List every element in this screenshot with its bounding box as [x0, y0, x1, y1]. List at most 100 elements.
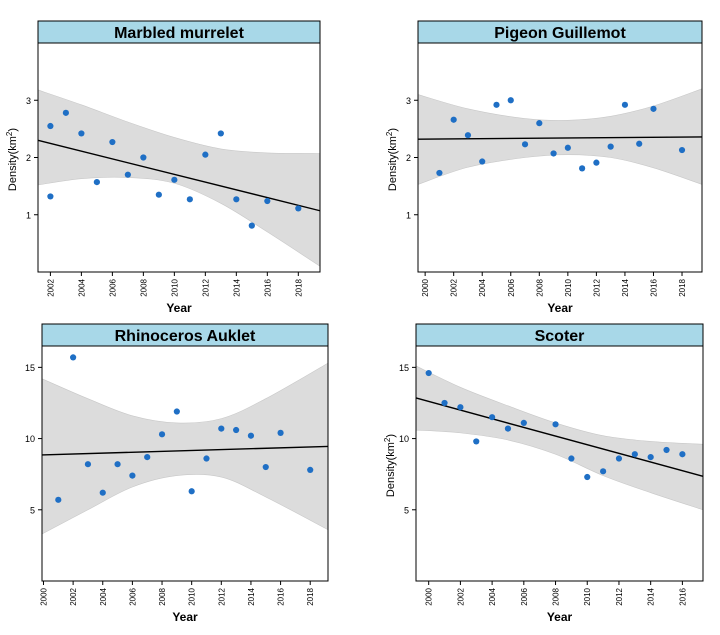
x-tick-label: 2016 [277, 587, 286, 605]
data-point [129, 472, 136, 479]
x-tick-label: 2014 [621, 278, 630, 296]
x-tick-label: 2006 [108, 278, 117, 296]
x-tick-label: 2010 [170, 278, 179, 296]
x-tick-label: 2002 [450, 278, 459, 296]
data-point [264, 197, 271, 205]
chart-title: Marbled murrelet [114, 25, 244, 42]
x-tick-label: 2006 [507, 278, 516, 296]
x-axis-label: Year [172, 610, 198, 624]
data-point [450, 116, 457, 123]
data-point [552, 421, 559, 428]
y-axis-label: Density(km2) [383, 434, 397, 497]
x-tick-label: 2008 [552, 587, 561, 605]
data-point [78, 130, 85, 137]
y-axis-label: Density(km2) [385, 128, 399, 191]
x-tick-label: 2016 [649, 278, 658, 296]
data-point [93, 179, 100, 186]
data-point [636, 140, 643, 147]
data-point [615, 455, 623, 462]
data-point [203, 455, 210, 462]
y-axis-label: Density(km2) [5, 128, 19, 191]
data-point [247, 432, 255, 439]
x-axis-label: Year [166, 301, 192, 315]
data-point [600, 468, 607, 475]
data-point [493, 101, 500, 108]
trend-line [417, 136, 703, 140]
data-point [650, 105, 657, 112]
data-point [464, 132, 472, 139]
chart-title: Rhinoceros Auklet [115, 328, 256, 345]
x-tick-label: 2018 [294, 278, 303, 296]
data-point [520, 419, 527, 427]
data-point [233, 196, 240, 203]
x-tick-label: 2002 [456, 587, 465, 605]
y-tick-label: 10 [399, 434, 409, 444]
x-tick-label: 2002 [69, 587, 78, 605]
x-tick-label: 2012 [201, 278, 210, 296]
data-point [47, 193, 54, 200]
data-point [114, 461, 121, 468]
chart-panel-2: Pigeon Guillemot 1 2 3 2000 2002 2004 2006 2008 2… [385, 20, 703, 315]
data-point [140, 154, 147, 161]
chart-panel-4: Scoter 5 10 15 2000 2002 2004 2006 2008 2010 2012 2… [383, 323, 704, 624]
x-tick-label: 2008 [535, 278, 544, 296]
data-point [504, 425, 512, 432]
data-point [621, 101, 629, 108]
data-point [277, 429, 284, 436]
x-tick-label: 2018 [678, 278, 687, 296]
data-point [55, 496, 62, 503]
data-point [218, 425, 225, 432]
x-tick-label: 2016 [678, 587, 687, 605]
x-tick-label: 2014 [232, 278, 241, 296]
data-point [109, 138, 116, 146]
y-tick-label: 10 [25, 434, 35, 444]
data-point [441, 399, 448, 407]
data-point [188, 488, 195, 495]
x-tick-label: 2012 [615, 587, 624, 605]
x-tick-label: 2010 [564, 278, 573, 296]
data-point [507, 97, 514, 104]
trend-line [37, 139, 321, 212]
y-tick-label: 2 [406, 153, 411, 163]
data-point [678, 146, 686, 154]
data-point [70, 354, 77, 361]
x-tick-label: 2008 [158, 587, 167, 605]
data-point [158, 431, 166, 438]
y-tick-label: 2 [26, 153, 31, 163]
data-point [647, 453, 654, 461]
data-point [425, 369, 432, 377]
chart-panel-3: Rhinoceros Auklet 5 10 15 2000 2002 2004 2006 20… [25, 323, 329, 624]
data-point [489, 414, 496, 421]
data-point [233, 426, 240, 434]
data-point [124, 171, 131, 178]
data-point [248, 222, 255, 229]
x-tick-label: 2018 [306, 587, 315, 605]
y-tick-label: 1 [26, 210, 31, 220]
y-tick-label: 15 [25, 363, 35, 373]
y-tick-label: 3 [406, 96, 411, 106]
y-tick-label: 3 [26, 96, 31, 106]
title-strip [415, 323, 704, 347]
data-point [457, 404, 464, 411]
chart-title: Scoter [535, 328, 585, 345]
x-tick-label: 2000 [421, 278, 430, 296]
x-tick-label: 2004 [99, 587, 108, 605]
data-point [262, 463, 269, 471]
y-tick-label: 5 [30, 505, 35, 515]
x-tick-label: 2004 [77, 278, 86, 296]
x-tick-label: 2010 [188, 587, 197, 605]
x-tick-label: 2012 [592, 278, 601, 296]
x-tick-label: 2010 [583, 587, 592, 605]
confidence-band [37, 89, 321, 267]
data-point [536, 120, 543, 127]
data-point [144, 453, 151, 461]
data-point [663, 446, 670, 454]
x-tick-label: 2014 [647, 587, 656, 605]
data-point [173, 408, 180, 415]
chart-title: Pigeon Guillemot [494, 25, 626, 42]
trend-line [41, 445, 329, 456]
trend-line [415, 397, 704, 477]
data-point [202, 151, 209, 158]
x-tick-label: 2004 [478, 278, 487, 296]
y-tick-label: 15 [399, 363, 409, 373]
